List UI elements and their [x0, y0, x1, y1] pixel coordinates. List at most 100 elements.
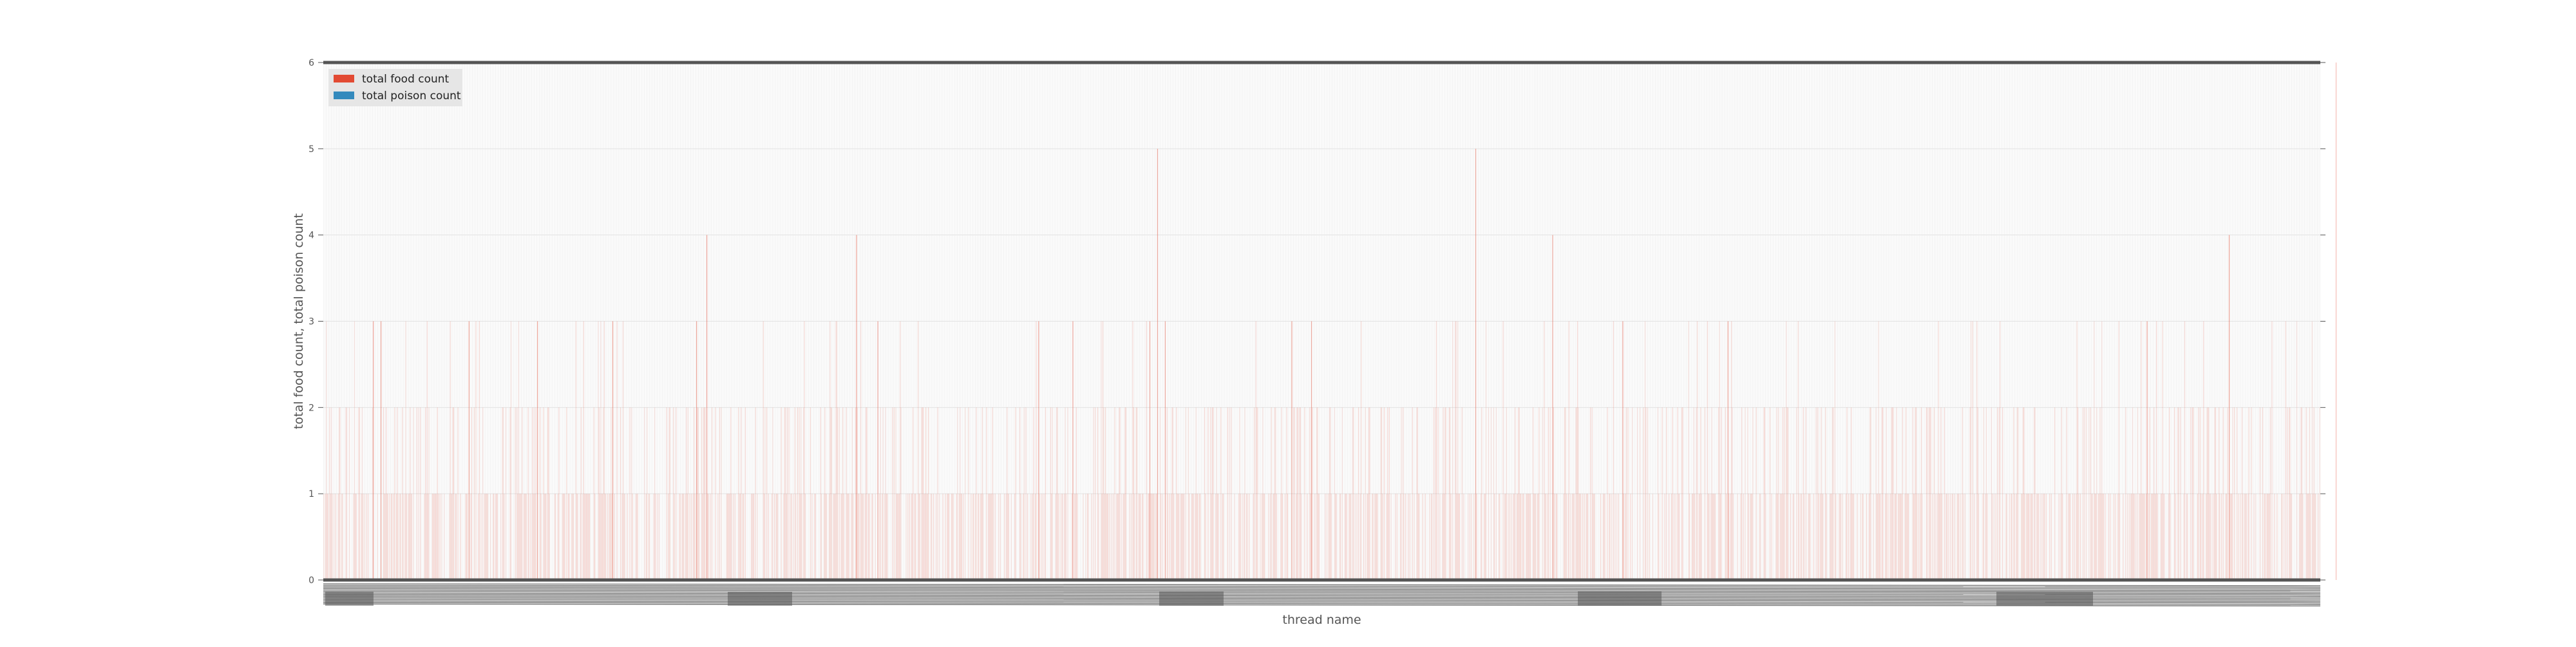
food-bar	[1459, 494, 1460, 580]
food-bar	[1577, 321, 1578, 580]
food-bar	[868, 494, 869, 580]
food-bar	[1014, 494, 1016, 580]
food-bar	[607, 494, 609, 580]
food-bar	[1135, 407, 1137, 580]
food-bar	[525, 494, 526, 580]
food-bar-tall	[1475, 148, 1477, 580]
food-bar	[2044, 494, 2045, 580]
food-bar	[515, 407, 516, 580]
food-bar	[1956, 494, 1958, 580]
food-bar	[773, 494, 775, 580]
food-bar	[2307, 494, 2309, 580]
food-bar	[1853, 494, 1855, 580]
food-bar	[457, 407, 459, 580]
food-bar-tall	[2146, 321, 2148, 580]
food-bar	[342, 494, 343, 580]
food-bar	[612, 321, 614, 580]
food-bar	[1900, 494, 1902, 580]
food-bar	[616, 321, 618, 580]
food-bar	[2049, 494, 2050, 580]
food-bar	[1356, 494, 1358, 580]
food-bar	[686, 407, 687, 580]
food-bar	[726, 494, 728, 580]
food-bar	[1314, 494, 1316, 580]
food-bar	[2061, 407, 2062, 580]
food-bar	[567, 494, 569, 580]
food-bar	[956, 494, 958, 580]
food-bar	[945, 494, 946, 580]
food-bar	[2090, 407, 2092, 580]
food-bar	[1792, 494, 1794, 580]
food-bar	[1803, 407, 1804, 580]
y-tick-label: 6	[308, 58, 314, 68]
food-bar	[1763, 407, 1765, 580]
x-tick-label-mass	[323, 601, 2321, 605]
food-bar	[1368, 407, 1370, 580]
food-bar	[2148, 494, 2150, 580]
food-bar	[1256, 407, 1258, 580]
food-bar	[2069, 494, 2070, 580]
food-bar	[1140, 494, 1141, 580]
food-bar	[2271, 321, 2273, 580]
food-bar	[1781, 494, 1783, 580]
food-bar	[927, 494, 928, 580]
x-tick-label-mass	[323, 597, 2321, 601]
food-bar	[1045, 407, 1046, 580]
food-bar-tall	[373, 321, 374, 580]
food-bar	[978, 494, 980, 580]
food-bar	[540, 494, 542, 580]
food-bar	[1995, 494, 1996, 580]
food-bar	[532, 407, 533, 580]
food-bar	[1714, 494, 1716, 580]
x-tick-label-mass	[323, 600, 2321, 604]
food-bar	[1075, 407, 1077, 580]
food-bar	[1238, 494, 1240, 580]
food-bar	[1276, 494, 1277, 580]
food-bar	[2180, 407, 2181, 580]
food-bar	[2253, 494, 2255, 580]
food-bar	[1712, 494, 1714, 580]
food-bar	[2102, 494, 2103, 580]
food-bar	[788, 407, 790, 580]
food-bar	[861, 494, 862, 580]
food-bar	[493, 494, 495, 580]
food-bar	[1846, 407, 1848, 580]
food-bar	[473, 407, 475, 580]
food-bar	[609, 494, 611, 580]
x-tick-label-mass	[1578, 592, 1662, 606]
food-bar	[2199, 407, 2201, 580]
food-bar-tall	[1552, 235, 1553, 580]
food-bar	[842, 407, 844, 580]
food-bar	[471, 407, 473, 580]
food-bar	[958, 494, 960, 580]
food-bar	[2061, 494, 2063, 580]
food-bar	[558, 407, 560, 580]
food-bar	[1291, 321, 1293, 580]
food-bar	[393, 494, 395, 580]
food-bar	[530, 494, 531, 580]
food-bar	[329, 407, 330, 580]
food-bar	[2146, 321, 2148, 580]
food-bar	[775, 494, 777, 580]
y-tick-label: 3	[308, 317, 314, 327]
food-bar	[1726, 494, 1727, 580]
food-bar-tall	[856, 235, 857, 580]
food-bar	[1808, 494, 1809, 580]
food-bar	[470, 494, 471, 580]
food-bar	[1264, 494, 1265, 580]
food-bar	[1382, 494, 1383, 580]
food-bar	[420, 407, 421, 580]
food-bar	[1331, 494, 1332, 580]
food-bar	[866, 407, 867, 580]
food-bar	[373, 321, 374, 580]
food-bar	[907, 494, 909, 580]
food-bar	[2027, 494, 2029, 580]
food-bar	[733, 494, 734, 580]
food-bar	[1820, 494, 1821, 580]
food-bar	[1198, 494, 1200, 580]
food-bar	[548, 407, 549, 580]
food-bar	[602, 494, 603, 580]
x-axis-label: thread name	[1282, 613, 1361, 627]
legend: total food count total poison count	[328, 69, 462, 106]
food-bar	[1604, 494, 1605, 580]
